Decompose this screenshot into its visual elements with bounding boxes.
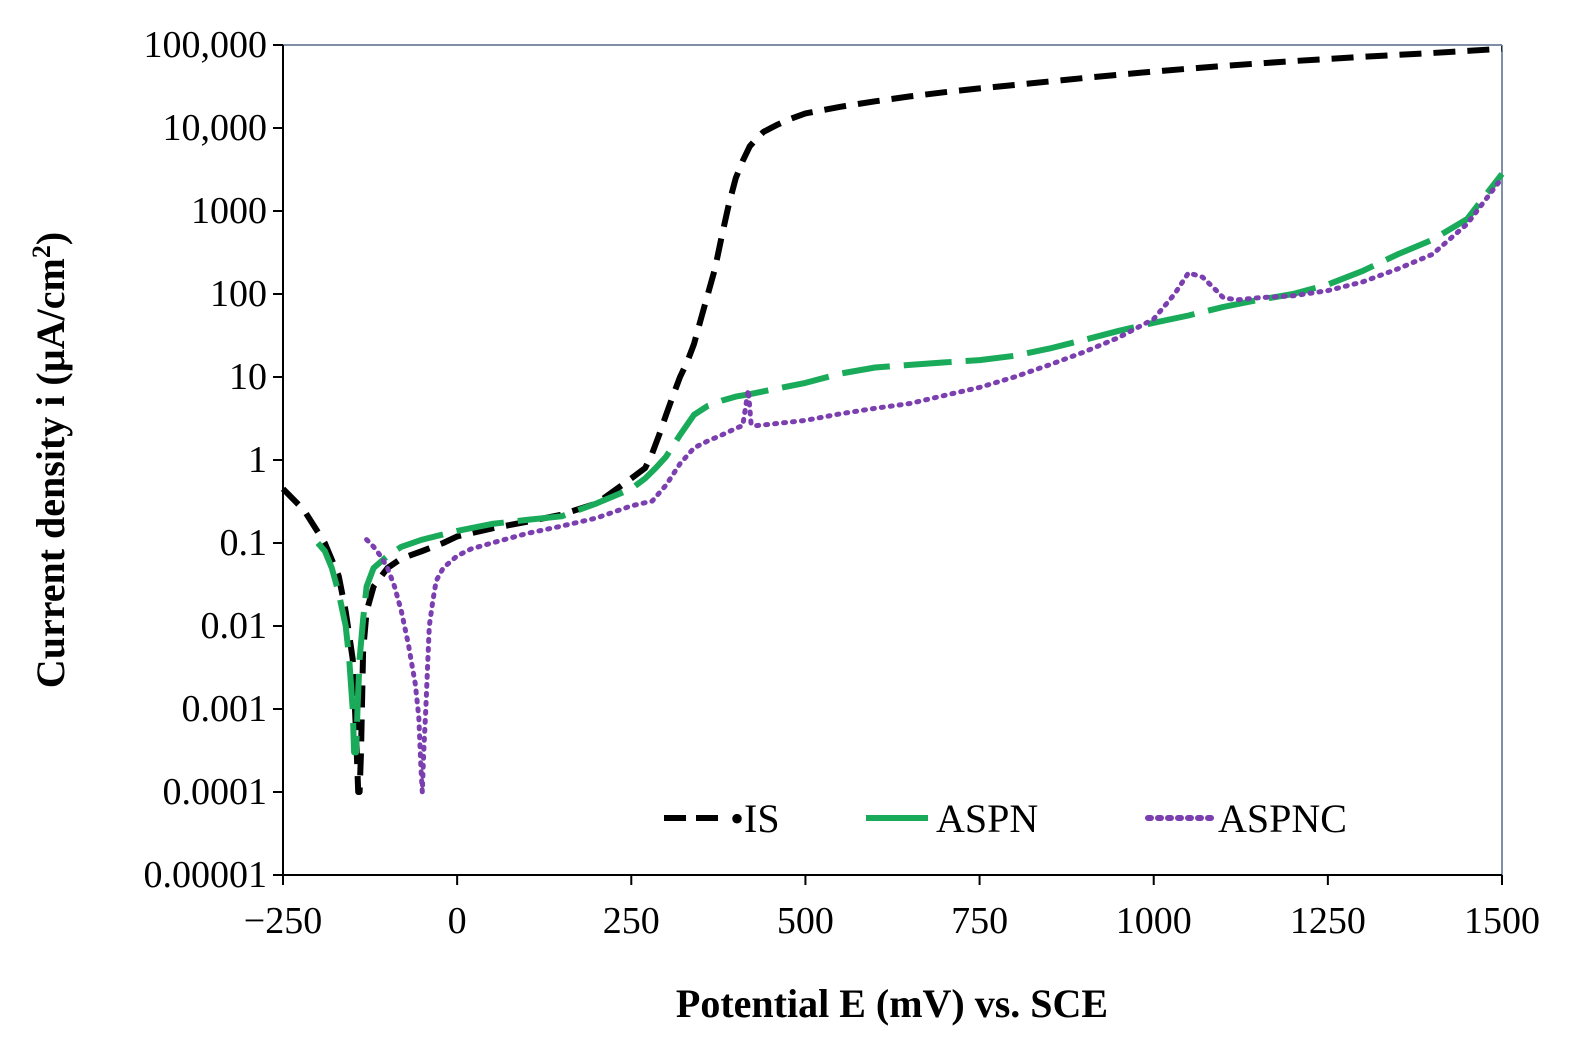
y-tick-label: 0.001 <box>182 688 268 730</box>
legend-label-aspnc: ASPNC <box>1218 796 1347 841</box>
x-tick-label: 1000 <box>1116 900 1192 942</box>
y-tick-label: 0.01 <box>201 605 268 647</box>
legend-label-aspn: ASPN <box>936 796 1038 841</box>
y-tick-label: 10 <box>229 356 267 398</box>
x-tick-label: 1500 <box>1464 900 1540 942</box>
x-axis-ticks: −250 0 250 500 750 1000 1250 1500 <box>244 875 1540 942</box>
y-tick-label: 100,000 <box>144 24 268 66</box>
legend-item-is: •IS <box>664 796 780 841</box>
y-axis-title-sup: 2 <box>27 245 56 258</box>
y-tick-label: 1000 <box>191 190 267 232</box>
series-layer <box>280 45 1505 795</box>
x-axis-title: Potential E (mV) vs. SCE <box>676 981 1108 1026</box>
legend-item-aspn: ASPN <box>866 796 1038 841</box>
series-line-is <box>280 45 1503 795</box>
x-tick-label: 1250 <box>1290 900 1366 942</box>
series-line-aspnc <box>364 175 1505 795</box>
x-tick-label: 250 <box>603 900 660 942</box>
legend: •IS ASPN ASPNC <box>664 796 1347 841</box>
y-axis-ticks: 0.00001 0.0001 0.001 0.01 0.1 1 10 100 1000 10,00… <box>144 24 283 896</box>
y-tick-label: 10,000 <box>163 107 268 149</box>
x-tick-label: 500 <box>777 900 834 942</box>
y-tick-label: 0.00001 <box>144 854 268 896</box>
y-tick-label: 0.1 <box>220 522 268 564</box>
x-tick-label: 750 <box>951 900 1008 942</box>
y-tick-label: 100 <box>210 273 267 315</box>
y-axis-title-main: Current density i (µA/cm <box>28 258 73 688</box>
legend-label-is: •IS <box>730 796 780 841</box>
y-axis-title: Current density i (µA/cm2) <box>27 232 74 688</box>
y-axis-title-end: ) <box>28 232 73 245</box>
x-tick-label: −250 <box>244 900 322 942</box>
plot-area <box>282 44 1503 876</box>
legend-item-aspnc: ASPNC <box>1145 796 1347 841</box>
y-tick-label: 0.0001 <box>163 771 268 813</box>
y-tick-label: 1 <box>248 439 267 481</box>
x-tick-label: 0 <box>448 900 467 942</box>
series-line-aspn <box>315 172 1505 756</box>
